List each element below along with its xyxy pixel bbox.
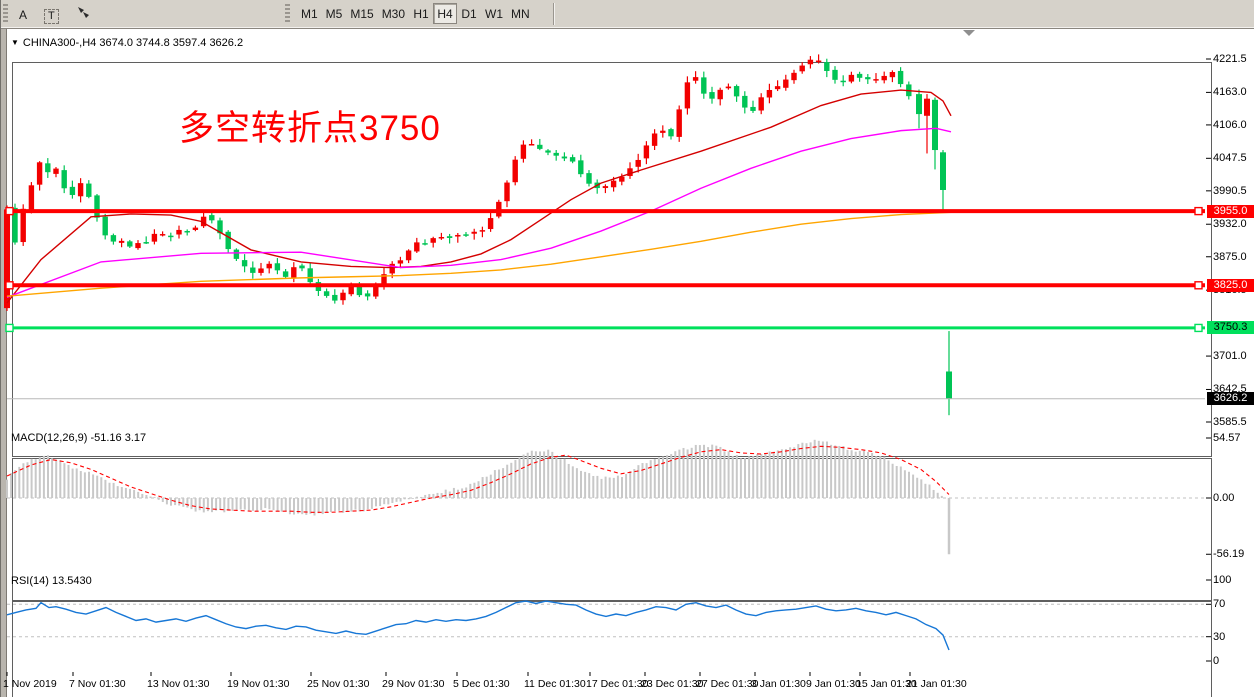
symbol-ohlc-label[interactable]: ▼ CHINA300-,H4 3674.0 3744.8 3597.4 3626.… <box>11 37 243 49</box>
date-label: 5 Dec 01:30 <box>453 678 510 690</box>
date-label: 3 Jan 01:30 <box>751 678 806 690</box>
price-tick: 4163.0 <box>1213 86 1247 99</box>
price-badge-3955.0: 3955.0 <box>1207 204 1254 218</box>
macd-indicator-label: MACD(12,26,9) -51.16 3.17 <box>11 432 147 444</box>
rsi-pane[interactable] <box>12 601 1212 697</box>
textbox-tool-button[interactable]: T <box>37 3 63 24</box>
date-label: 27 Dec 01:30 <box>696 678 759 690</box>
timeframe-button-mn[interactable]: MN <box>507 3 534 24</box>
price-badge-3825.0: 3825.0 <box>1207 278 1254 292</box>
timeframe-button-m30[interactable]: M30 <box>378 3 409 24</box>
date-label: 1 Nov 2019 <box>3 678 57 690</box>
price-badge-3750.3: 3750.3 <box>1207 321 1254 335</box>
timeframe-button-m5[interactable]: M5 <box>322 3 347 24</box>
timeframe-button-m1[interactable]: M1 <box>297 3 322 24</box>
rsi-tick: 0 <box>1213 655 1220 667</box>
macd-tick: 54.57 <box>1213 431 1241 444</box>
toolbar-grip[interactable] <box>285 4 290 24</box>
text-label-tool-button[interactable]: A <box>11 3 35 24</box>
price-tick: 4106.0 <box>1213 118 1247 131</box>
rsi-tick: 70 <box>1213 598 1226 611</box>
toolbar: A T M1 M5 M15 M30 H1 H4 D1 W1 MN <box>1 0 1254 38</box>
date-label: 23 Dec 01:30 <box>641 678 704 690</box>
textbox-icon: T <box>44 9 59 24</box>
date-label: 13 Nov 01:30 <box>147 678 210 690</box>
price-tick: 3990.5 <box>1213 184 1247 197</box>
price-tick: 4221.5 <box>1213 53 1247 65</box>
date-label: 17 Dec 01:30 <box>586 678 649 690</box>
rsi-tick: 30 <box>1213 630 1226 643</box>
macd-pane[interactable] <box>12 458 1212 601</box>
symbol-ohlc-text: CHINA300-,H4 3674.0 3744.8 3597.4 3626.2 <box>22 37 244 49</box>
price-tick: 4047.5 <box>1213 152 1247 165</box>
chart-shift-marker-icon[interactable] <box>963 30 975 36</box>
toolbar-separator <box>553 3 554 25</box>
price-tick: 3875.0 <box>1213 250 1247 263</box>
arrows-icon <box>78 7 89 18</box>
chart-client-area <box>1 29 1254 697</box>
price-tick: 3932.0 <box>1213 218 1247 231</box>
timeframe-group: M1 M5 M15 M30 H1 H4 D1 W1 MN <box>297 3 534 24</box>
rsi-tick: 100 <box>1213 574 1232 586</box>
toolbar-grip[interactable] <box>3 4 8 24</box>
timeframe-button-m15[interactable]: M15 <box>346 3 377 24</box>
price-tick: 3701.0 <box>1213 350 1247 363</box>
price-pane[interactable] <box>12 62 1212 457</box>
timeframe-button-h1[interactable]: H1 <box>409 3 433 24</box>
macd-tick: 0.00 <box>1213 492 1235 504</box>
date-label: 29 Nov 01:30 <box>382 678 445 690</box>
macd-tick: -56.19 <box>1213 548 1245 561</box>
timeframe-button-d1[interactable]: D1 <box>457 3 481 24</box>
date-label: 21 Jan 01:30 <box>906 678 967 690</box>
price-badge-3626.2: 3626.2 <box>1207 392 1254 406</box>
price-tick: 3585.5 <box>1213 415 1247 428</box>
date-label: 7 Nov 01:30 <box>69 678 126 690</box>
symbol-dropdown-icon[interactable]: ▼ <box>11 38 19 47</box>
date-label: 25 Nov 01:30 <box>307 678 370 690</box>
date-label: 15 Jan 01:30 <box>856 678 917 690</box>
timeframe-button-w1[interactable]: W1 <box>481 3 507 24</box>
date-label: 11 Dec 01:30 <box>524 678 586 690</box>
date-label: 19 Nov 01:30 <box>227 678 290 690</box>
chart-annotation-text[interactable]: 多空转折点3750 <box>179 109 441 148</box>
timeframe-button-h4[interactable]: H4 <box>433 3 458 24</box>
rsi-indicator-label: RSI(14) 13.5430 <box>11 575 92 587</box>
date-label: 9 Jan 01:30 <box>806 678 861 690</box>
